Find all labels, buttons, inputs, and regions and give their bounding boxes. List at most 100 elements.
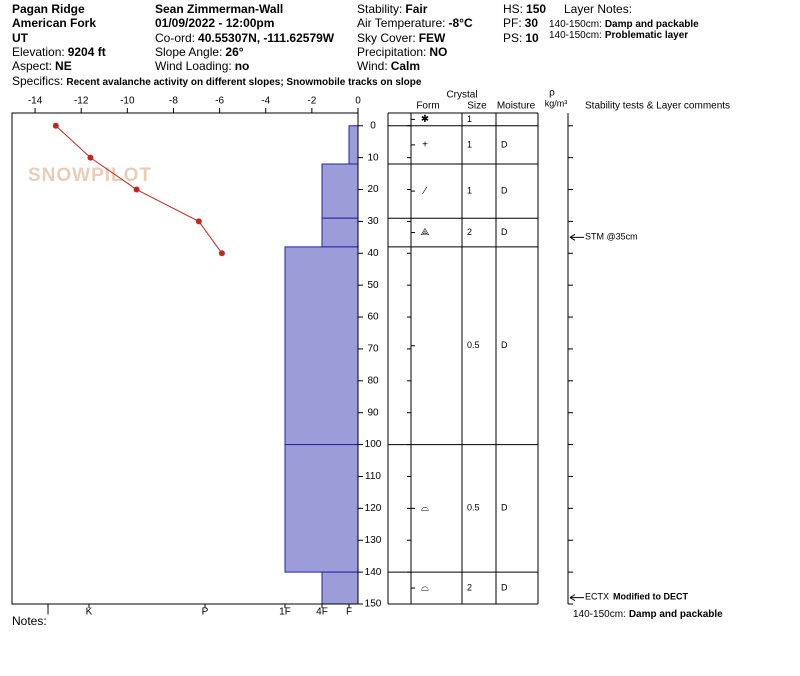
hardness-bar bbox=[284, 444, 359, 573]
y-tick-label: 80 bbox=[367, 375, 379, 386]
y-tick-label: 100 bbox=[365, 439, 382, 450]
header: Size bbox=[467, 101, 487, 112]
crystal-form: ✱ bbox=[421, 114, 429, 125]
crystal-form: ⁄ bbox=[421, 186, 427, 197]
header-field-value: 26° bbox=[225, 45, 243, 59]
crystal-size: 2 bbox=[467, 582, 472, 592]
header-field-value: NE bbox=[55, 59, 72, 73]
header-field-value: 01/09/2022 - 12:00pm bbox=[155, 16, 274, 30]
header-field: Sean Zimmerman-Wall bbox=[155, 2, 283, 16]
header-field-value: Pagan Ridge bbox=[12, 2, 85, 16]
header: ρ bbox=[549, 88, 555, 99]
header-field: Wind Loading: no bbox=[155, 59, 249, 73]
header: Crystal bbox=[446, 90, 477, 101]
x-tick-label: -4 bbox=[261, 96, 270, 107]
x-tick-label: -8 bbox=[169, 96, 178, 107]
crystal-size: 0.5 bbox=[467, 503, 480, 513]
crystal-size: 1 bbox=[467, 185, 472, 195]
notes-label: Notes: bbox=[12, 614, 47, 628]
header-field-label: Wind: bbox=[357, 59, 388, 73]
bottom-note-label: 140-150cm: bbox=[573, 609, 626, 620]
header: Moisture bbox=[497, 101, 536, 112]
header-field-value: 9204 ft bbox=[68, 45, 106, 59]
temperature-point bbox=[218, 250, 225, 257]
header-field: HS: 150 bbox=[503, 2, 546, 16]
specifics-label: Specifics: bbox=[12, 74, 63, 88]
crystal-size: 1 bbox=[467, 139, 472, 149]
y-tick-label: 60 bbox=[367, 312, 379, 323]
test-comment: Modified to DECT bbox=[613, 592, 688, 602]
header: kg/m³ bbox=[545, 98, 568, 108]
header-field: American Fork bbox=[12, 16, 96, 30]
moisture: D bbox=[501, 503, 508, 513]
y-tick-label: 30 bbox=[367, 216, 379, 227]
header-field: Co-ord: 40.55307N, -111.62579W bbox=[155, 31, 335, 45]
header-field-label: Stability: bbox=[357, 2, 402, 16]
crystal-size: 1 bbox=[467, 114, 472, 124]
specifics: Specifics: Recent avalanche activity on d… bbox=[12, 74, 422, 88]
y-tick-label: 70 bbox=[367, 344, 379, 355]
header-field-label: Aspect: bbox=[12, 59, 52, 73]
hardness-label: F bbox=[346, 607, 352, 618]
hardness-bar bbox=[321, 163, 359, 219]
x-tick-label: -14 bbox=[28, 96, 43, 107]
header-field: Wind: Calm bbox=[357, 59, 420, 73]
header-field-value: no bbox=[235, 59, 250, 73]
layer-note-label: 140-150cm: bbox=[549, 19, 602, 30]
stability-test: ECTX Modified to DECT bbox=[585, 592, 689, 602]
header-field-label: Sky Cover: bbox=[357, 31, 416, 45]
header-field: UT bbox=[12, 31, 29, 45]
header-field-value: 40.55307N, -111.62579W bbox=[198, 31, 335, 45]
header-field-label: Air Temperature: bbox=[357, 16, 445, 30]
header-field-value: NO bbox=[429, 45, 447, 59]
moisture: D bbox=[501, 227, 508, 237]
test-label: STM @35cm bbox=[585, 232, 638, 242]
x-tick-label: -10 bbox=[120, 96, 135, 107]
header-field: PF: 30 bbox=[503, 16, 538, 30]
bottom-note: 140-150cm: Damp and packable bbox=[573, 609, 723, 620]
test-label: ECTX bbox=[585, 592, 609, 602]
header-field-value: 30 bbox=[525, 16, 539, 30]
crystal-size: 2 bbox=[467, 227, 472, 237]
header-field-label: Elevation: bbox=[12, 45, 65, 59]
hardness-label: 4F bbox=[316, 607, 328, 618]
layer-note: 140-150cm: Problematic layer bbox=[549, 30, 688, 41]
header-field-value: 10 bbox=[525, 31, 539, 45]
y-tick-label: 20 bbox=[367, 184, 379, 195]
watermark: SNOWPILOT bbox=[28, 165, 152, 186]
hardness-bar bbox=[284, 246, 359, 446]
hardness-bar bbox=[348, 125, 359, 165]
hardness-bar bbox=[321, 571, 359, 605]
hardness-label: P bbox=[202, 607, 209, 618]
hardness-label: K bbox=[86, 607, 93, 618]
header-field-value: 150 bbox=[526, 2, 546, 16]
header-field-label: PF: bbox=[503, 16, 522, 30]
crystal-form: + bbox=[422, 140, 428, 151]
layer-note-value: Damp and packable bbox=[605, 19, 699, 30]
y-tick-label: 40 bbox=[367, 248, 379, 259]
y-tick-label: 150 bbox=[365, 599, 382, 610]
header-field-value: -8°C bbox=[448, 16, 472, 30]
y-tick-label: 130 bbox=[365, 535, 382, 546]
x-tick-label: -12 bbox=[74, 96, 89, 107]
header-field: Precipitation: NO bbox=[357, 45, 447, 59]
y-tick-label: 0 bbox=[370, 120, 376, 131]
header-field-label: Co-ord: bbox=[155, 31, 195, 45]
header-field: PS: 10 bbox=[503, 31, 539, 45]
x-tick-label: 0 bbox=[355, 96, 361, 107]
header-field-value: UT bbox=[12, 31, 29, 45]
header-field-value: American Fork bbox=[12, 16, 96, 30]
y-tick-label: 50 bbox=[367, 280, 379, 291]
bottom-note-value: Damp and packable bbox=[629, 609, 723, 620]
header-field: Air Temperature: -8°C bbox=[357, 16, 473, 30]
header-field-label: Slope Angle: bbox=[155, 45, 222, 59]
moisture: D bbox=[501, 340, 508, 350]
header: Stability tests & Layer comments bbox=[585, 101, 730, 112]
moisture: D bbox=[501, 582, 508, 592]
crystal-form: ⌓ bbox=[421, 583, 429, 594]
layer-note-label: 140-150cm: bbox=[549, 30, 602, 41]
hardness-bar bbox=[321, 217, 359, 248]
hardness-label: I bbox=[47, 607, 50, 618]
temperature-point bbox=[87, 154, 94, 161]
